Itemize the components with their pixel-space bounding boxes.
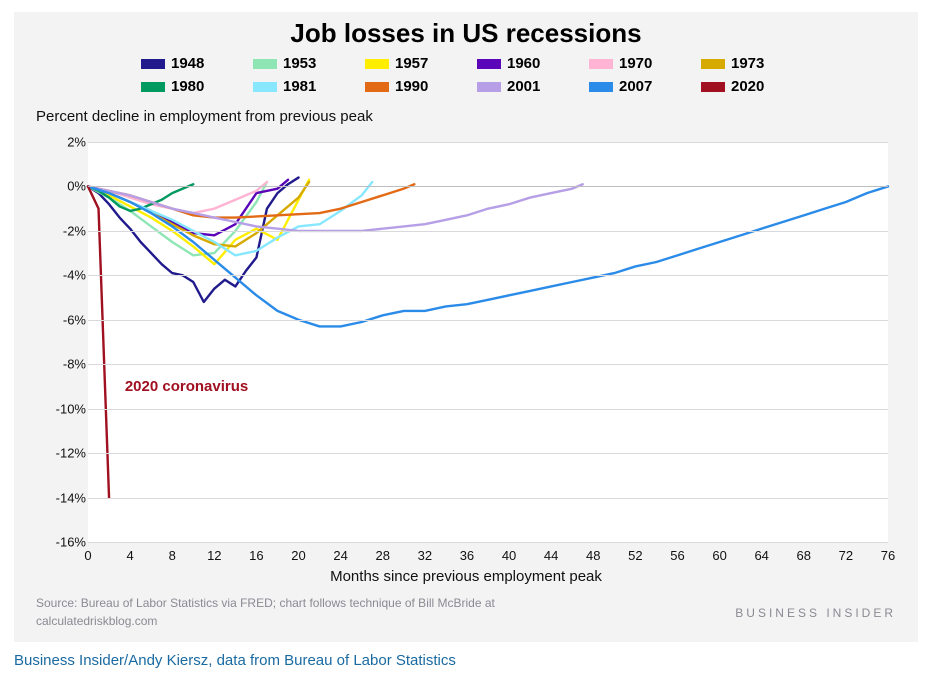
legend-label: 1948 <box>171 55 204 72</box>
legend-label: 1973 <box>731 55 764 72</box>
legend-label: 2020 <box>731 78 764 95</box>
legend-item: 1973 <box>701 55 791 72</box>
x-tick-label: 60 <box>708 548 732 563</box>
source-text: Source: Bureau of Labor Statistics via F… <box>36 595 596 630</box>
x-tick-label: 0 <box>76 548 100 563</box>
legend-item: 1960 <box>477 55 567 72</box>
y-tick-label: -2% <box>38 223 86 238</box>
chart-title: Job losses in US recessions <box>14 12 918 49</box>
legend-label: 2001 <box>507 78 540 95</box>
legend-swatch <box>589 59 613 69</box>
legend-label: 1970 <box>619 55 652 72</box>
x-tick-label: 4 <box>118 548 142 563</box>
x-tick-label: 20 <box>287 548 311 563</box>
line-series-layer <box>88 142 888 542</box>
gridline <box>88 320 888 321</box>
legend-label: 1960 <box>507 55 540 72</box>
x-tick-label: 56 <box>665 548 689 563</box>
x-tick-label: 12 <box>202 548 226 563</box>
y-tick-label: 2% <box>38 135 86 150</box>
gridline <box>88 231 888 232</box>
chart-panel: Job losses in US recessions 1948 1953 1957… <box>14 12 918 642</box>
legend-swatch <box>365 82 389 92</box>
legend-swatch <box>477 59 501 69</box>
legend-item: 2007 <box>589 78 679 95</box>
y-tick-label: 0% <box>38 179 86 194</box>
legend-swatch <box>141 82 165 92</box>
gridline <box>88 453 888 454</box>
x-tick-label: 16 <box>244 548 268 563</box>
legend-label: 1990 <box>395 78 428 95</box>
legend-item: 2001 <box>477 78 567 95</box>
x-tick-label: 40 <box>497 548 521 563</box>
y-tick-label: -10% <box>38 401 86 416</box>
legend-swatch <box>589 82 613 92</box>
legend-swatch <box>477 82 501 92</box>
legend-item: 1953 <box>253 55 343 72</box>
gridline <box>88 275 888 276</box>
x-tick-label: 44 <box>539 548 563 563</box>
annotation-2020: 2020 coronavirus <box>125 378 248 395</box>
x-tick-label: 24 <box>329 548 353 563</box>
x-tick-label: 8 <box>160 548 184 563</box>
legend-label: 1957 <box>395 55 428 72</box>
legend-label: 1980 <box>171 78 204 95</box>
legend-label: 1981 <box>283 78 316 95</box>
plot-area <box>88 142 888 542</box>
legend-swatch <box>365 59 389 69</box>
legend-item: 1957 <box>365 55 455 72</box>
gridline <box>88 142 888 143</box>
legend-item: 1990 <box>365 78 455 95</box>
legend-item: 1948 <box>141 55 231 72</box>
x-tick-label: 76 <box>876 548 900 563</box>
gridline <box>88 186 888 187</box>
y-tick-label: -8% <box>38 357 86 372</box>
legend-swatch <box>701 82 725 92</box>
legend-swatch <box>253 82 277 92</box>
legend-swatch <box>253 59 277 69</box>
y-tick-label: -14% <box>38 490 86 505</box>
gridline <box>88 364 888 365</box>
legend-label: 2007 <box>619 78 652 95</box>
x-tick-label: 32 <box>413 548 437 563</box>
y-tick-label: -12% <box>38 446 86 461</box>
gridline <box>88 409 888 410</box>
x-tick-label: 36 <box>455 548 479 563</box>
x-axis-label: Months since previous employment peak <box>14 568 918 585</box>
brand-watermark: BUSINESS INSIDER <box>735 606 896 620</box>
legend-swatch <box>141 59 165 69</box>
legend: 1948 1953 1957 1960 1970 1973 1980 1981 1990 2001… <box>106 55 826 95</box>
gridline <box>88 542 888 543</box>
legend-swatch <box>701 59 725 69</box>
figure-container: Job losses in US recessions 1948 1953 1957… <box>0 0 944 699</box>
x-tick-label: 28 <box>371 548 395 563</box>
chart-subtitle: Percent decline in employment from previ… <box>36 108 373 125</box>
gridline <box>88 498 888 499</box>
figure-caption: Business Insider/Andy Kiersz, data from … <box>14 652 930 669</box>
legend-label: 1953 <box>283 55 316 72</box>
series-line <box>88 178 299 302</box>
legend-item: 1970 <box>589 55 679 72</box>
series-line <box>88 186 109 497</box>
x-tick-label: 64 <box>750 548 774 563</box>
x-tick-label: 52 <box>623 548 647 563</box>
legend-item: 1980 <box>141 78 231 95</box>
legend-item: 2020 <box>701 78 791 95</box>
y-tick-label: -6% <box>38 312 86 327</box>
x-tick-label: 48 <box>581 548 605 563</box>
y-tick-label: -4% <box>38 268 86 283</box>
legend-item: 1981 <box>253 78 343 95</box>
x-tick-label: 72 <box>834 548 858 563</box>
x-tick-label: 68 <box>792 548 816 563</box>
